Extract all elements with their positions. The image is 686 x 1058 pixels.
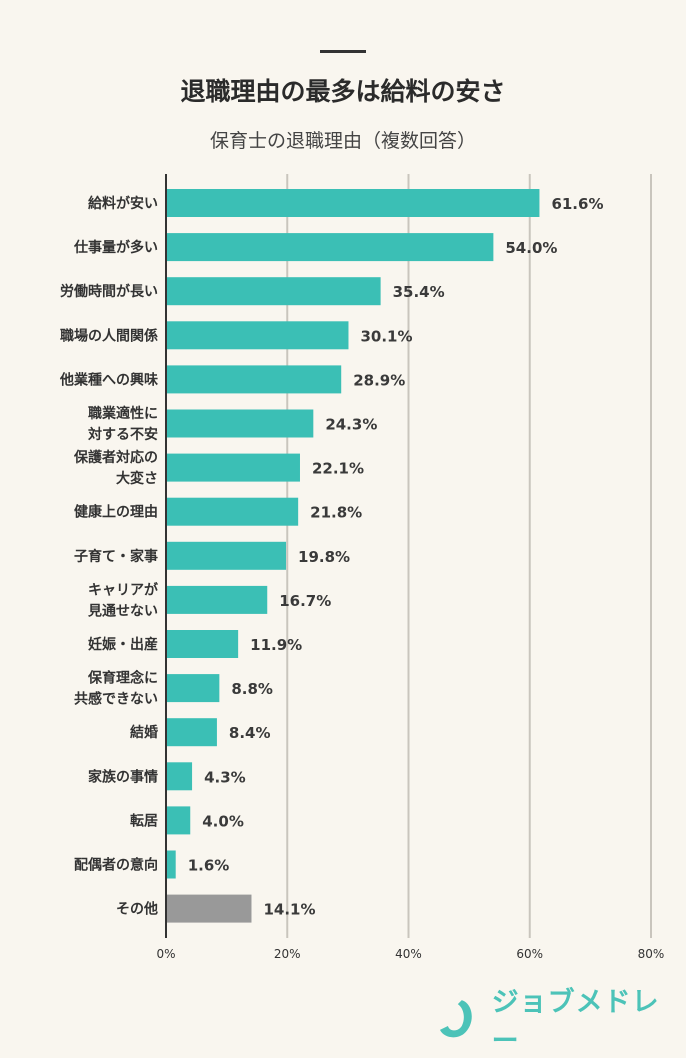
logo-mark-icon bbox=[439, 1000, 472, 1038]
bar bbox=[166, 674, 220, 703]
category-label: 健康上の理由 bbox=[74, 504, 158, 521]
bar bbox=[166, 894, 252, 923]
x-tick-label: 80% bbox=[638, 947, 665, 961]
bar bbox=[166, 277, 381, 306]
bar bbox=[166, 630, 239, 658]
data-label: 19.8% bbox=[298, 548, 350, 566]
category-label: 他業種への興味 bbox=[59, 371, 158, 388]
category-label: 職場の人間関係 bbox=[60, 327, 158, 344]
bar bbox=[166, 453, 300, 482]
bar bbox=[166, 718, 217, 747]
bar bbox=[166, 365, 342, 394]
category-label: 子育て・家事 bbox=[74, 548, 158, 565]
category-label: キャリアが見通せない bbox=[87, 581, 159, 619]
page-subtitle: 保育士の退職理由（複数回答） bbox=[209, 130, 476, 152]
title-rule bbox=[320, 50, 366, 53]
data-label: 14.1% bbox=[263, 901, 315, 919]
data-label: 16.7% bbox=[279, 592, 331, 610]
data-label: 1.6% bbox=[188, 857, 230, 875]
category-label: 結婚 bbox=[130, 724, 158, 741]
category-label: その他 bbox=[116, 901, 158, 918]
bar bbox=[166, 497, 299, 526]
data-label: 4.3% bbox=[204, 768, 246, 786]
bar bbox=[166, 409, 314, 438]
page-title: 退職理由の最多は給料の安さ bbox=[180, 77, 506, 106]
logo: ジョブメドレー bbox=[436, 980, 686, 1058]
data-label: 8.4% bbox=[229, 724, 271, 742]
category-label: 転居 bbox=[130, 812, 158, 829]
x-tick-label: 20% bbox=[274, 947, 301, 961]
bar bbox=[166, 850, 176, 879]
data-label: 8.8% bbox=[231, 680, 273, 698]
data-label: 21.8% bbox=[310, 504, 362, 522]
bar bbox=[166, 806, 191, 835]
bar bbox=[166, 233, 494, 262]
data-label: 54.0% bbox=[505, 239, 557, 257]
category-label: 保護者対応の大変さ bbox=[73, 449, 158, 487]
x-tick-label: 0% bbox=[156, 947, 175, 961]
category-label: 妊娠・出産 bbox=[88, 636, 158, 653]
data-label: 24.3% bbox=[325, 416, 377, 434]
logo-text: ジョブメドレー bbox=[491, 987, 660, 1057]
category-label: 労働時間が長い bbox=[60, 283, 158, 300]
bar bbox=[166, 762, 193, 791]
category-label: 家族の事情 bbox=[88, 768, 158, 785]
data-label: 4.0% bbox=[202, 812, 244, 830]
data-label: 11.9% bbox=[250, 636, 302, 654]
bar bbox=[166, 585, 268, 614]
category-label: 仕事量が多い bbox=[73, 239, 158, 256]
category-label: 職業適性に対する不安 bbox=[87, 405, 158, 443]
data-label: 28.9% bbox=[353, 371, 405, 389]
bar bbox=[166, 321, 349, 350]
x-tick-label: 60% bbox=[516, 947, 543, 961]
data-label: 22.1% bbox=[312, 460, 364, 478]
data-label: 30.1% bbox=[360, 327, 412, 345]
data-label: 35.4% bbox=[393, 283, 445, 301]
category-label: 給料が安い bbox=[88, 195, 158, 212]
bar bbox=[166, 189, 540, 217]
data-label: 61.6% bbox=[551, 195, 603, 213]
bar bbox=[166, 541, 287, 570]
x-tick-label: 40% bbox=[395, 947, 422, 961]
category-label: 保育理念に共感できない bbox=[74, 670, 158, 708]
category-label: 配偶者の意向 bbox=[74, 857, 158, 874]
